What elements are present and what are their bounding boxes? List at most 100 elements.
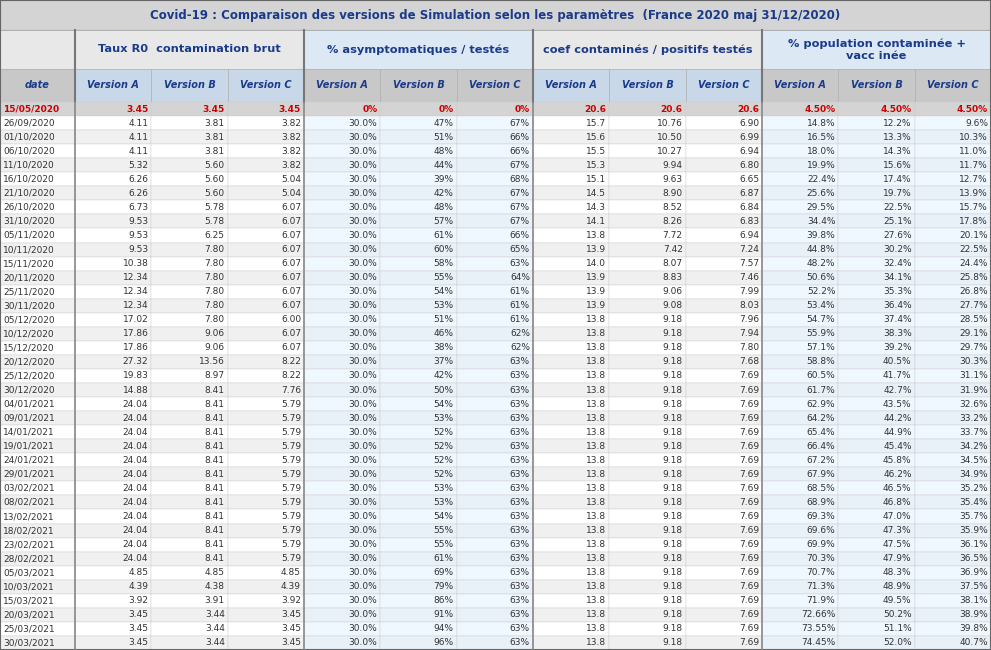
Text: 9.18: 9.18: [663, 540, 683, 549]
Bar: [686, 158, 762, 172]
Bar: [762, 327, 838, 341]
Bar: [75, 383, 152, 397]
Text: 25.8%: 25.8%: [959, 273, 988, 282]
Bar: [0, 130, 75, 144]
Bar: [915, 369, 991, 383]
Bar: [75, 580, 152, 594]
Bar: [75, 538, 152, 552]
Bar: [609, 187, 686, 200]
Bar: [533, 580, 609, 594]
Bar: [304, 552, 381, 566]
Bar: [838, 425, 915, 439]
Text: 8.26: 8.26: [663, 217, 683, 226]
Text: 63%: 63%: [510, 442, 530, 450]
Text: 46.5%: 46.5%: [883, 484, 912, 493]
Text: 47.9%: 47.9%: [883, 554, 912, 563]
Text: 8.03: 8.03: [739, 301, 759, 310]
Text: 30.0%: 30.0%: [349, 330, 378, 339]
Bar: [381, 270, 457, 285]
Text: 3.82: 3.82: [281, 161, 301, 170]
Text: 30.0%: 30.0%: [349, 413, 378, 423]
Bar: [915, 411, 991, 425]
Text: 13.56: 13.56: [199, 358, 225, 367]
Bar: [609, 116, 686, 130]
Bar: [0, 116, 75, 130]
Text: 19.9%: 19.9%: [807, 161, 835, 170]
Text: 15.5: 15.5: [587, 147, 606, 156]
Text: 63%: 63%: [510, 540, 530, 549]
Text: 68.9%: 68.9%: [807, 498, 835, 507]
Bar: [533, 30, 762, 69]
Text: 65.4%: 65.4%: [807, 428, 835, 437]
Bar: [686, 397, 762, 411]
Bar: [152, 102, 228, 116]
Text: 35.4%: 35.4%: [959, 498, 988, 507]
Text: 30.0%: 30.0%: [349, 512, 378, 521]
Text: 30.3%: 30.3%: [959, 358, 988, 367]
Bar: [304, 538, 381, 552]
Bar: [0, 341, 75, 355]
Bar: [381, 102, 457, 116]
Text: 41.7%: 41.7%: [883, 372, 912, 380]
Bar: [152, 172, 228, 187]
Text: 62.9%: 62.9%: [807, 400, 835, 409]
Text: 30.0%: 30.0%: [349, 315, 378, 324]
Bar: [304, 285, 381, 299]
Bar: [381, 200, 457, 214]
Text: 5.60: 5.60: [204, 189, 225, 198]
Bar: [381, 495, 457, 510]
Text: 61%: 61%: [510, 287, 530, 296]
Text: 30.0%: 30.0%: [349, 259, 378, 268]
Text: 8.41: 8.41: [205, 512, 225, 521]
Text: 86%: 86%: [433, 596, 454, 605]
Bar: [686, 313, 762, 327]
Bar: [762, 228, 838, 242]
Bar: [838, 313, 915, 327]
Bar: [75, 313, 152, 327]
Bar: [838, 636, 915, 650]
Text: 30.0%: 30.0%: [349, 568, 378, 577]
Text: 24.04: 24.04: [123, 400, 149, 409]
Text: 9.53: 9.53: [128, 245, 149, 254]
Text: 63%: 63%: [510, 568, 530, 577]
Bar: [533, 158, 609, 172]
Text: 3.45: 3.45: [128, 610, 149, 619]
Bar: [533, 482, 609, 495]
Bar: [838, 523, 915, 538]
Text: 7.80: 7.80: [204, 315, 225, 324]
Text: 37.4%: 37.4%: [883, 315, 912, 324]
Bar: [762, 257, 838, 270]
Bar: [762, 383, 838, 397]
Text: 33.7%: 33.7%: [959, 428, 988, 437]
Text: 0%: 0%: [439, 105, 454, 114]
Bar: [686, 552, 762, 566]
Text: 24/01/2021: 24/01/2021: [3, 456, 55, 465]
Text: 10/11/2020: 10/11/2020: [3, 245, 55, 254]
Text: 9.06: 9.06: [204, 343, 225, 352]
Text: 35.2%: 35.2%: [959, 484, 988, 493]
Bar: [609, 214, 686, 228]
Bar: [75, 482, 152, 495]
Text: 30/03/2021: 30/03/2021: [3, 638, 55, 647]
Text: 24.04: 24.04: [123, 470, 149, 479]
Bar: [686, 566, 762, 580]
Bar: [686, 439, 762, 453]
Text: 17.4%: 17.4%: [883, 175, 912, 184]
Bar: [686, 453, 762, 467]
Text: 3.44: 3.44: [205, 625, 225, 633]
Bar: [75, 552, 152, 566]
Text: 34.4%: 34.4%: [807, 217, 835, 226]
Text: 16/10/2020: 16/10/2020: [3, 175, 55, 184]
Text: 6.94: 6.94: [739, 147, 759, 156]
Bar: [75, 425, 152, 439]
Text: 9.18: 9.18: [663, 442, 683, 450]
Text: 25/11/2020: 25/11/2020: [3, 287, 55, 296]
Bar: [304, 453, 381, 467]
Bar: [915, 187, 991, 200]
Text: 5.60: 5.60: [204, 175, 225, 184]
Bar: [915, 538, 991, 552]
Bar: [381, 383, 457, 397]
Text: 67.2%: 67.2%: [807, 456, 835, 465]
Text: 18.0%: 18.0%: [807, 147, 835, 156]
Bar: [609, 69, 686, 102]
